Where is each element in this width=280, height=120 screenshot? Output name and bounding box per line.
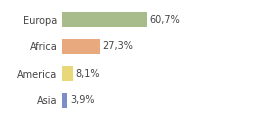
Text: 3,9%: 3,9% [70, 96, 94, 105]
Text: 60,7%: 60,7% [150, 15, 180, 24]
Text: 8,1%: 8,1% [76, 69, 100, 78]
Bar [62, 93, 67, 108]
Text: 27,3%: 27,3% [102, 42, 134, 51]
Bar [62, 12, 147, 27]
Bar [62, 66, 73, 81]
Bar [62, 39, 100, 54]
